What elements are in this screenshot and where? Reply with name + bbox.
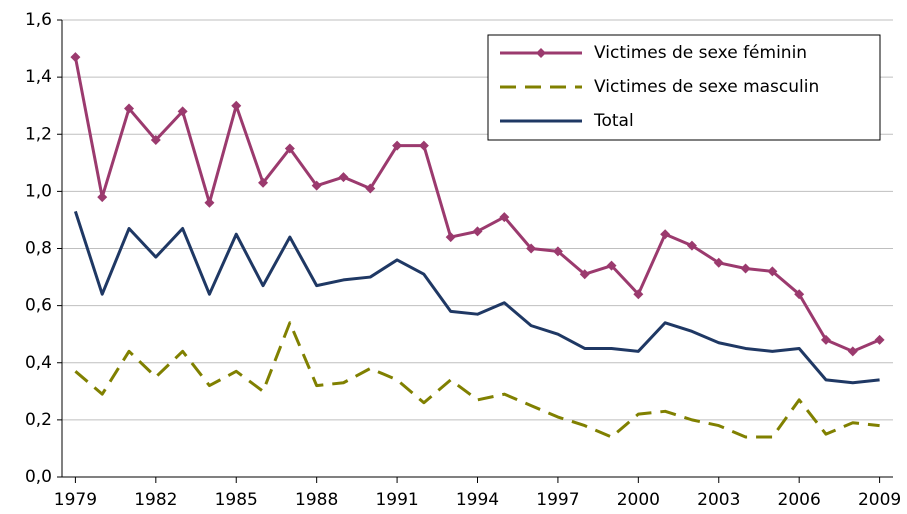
data-point [177,106,188,117]
data-point [820,334,831,345]
data-point [70,52,81,63]
data-point [204,197,215,208]
data-point [418,140,429,151]
x-tick-label: 1988 [295,490,338,510]
x-tick-label: 1979 [54,490,97,510]
x-tick-label: 2006 [778,490,821,510]
data-point [713,257,724,268]
data-point [284,143,295,154]
series-line [73,210,880,385]
x-tick-label: 2000 [617,490,660,510]
legend-marker [536,48,546,58]
data-point [97,192,108,203]
data-point [660,229,671,240]
x-tick-label: 1997 [536,490,579,510]
data-point [767,266,778,277]
data-point [231,100,242,111]
y-tick-label: 0,4 [25,353,52,373]
y-tick-label: 1,4 [25,67,52,87]
y-tick-label: 0,2 [25,410,52,430]
data-point [472,226,483,237]
data-point [686,240,697,251]
legend-label: Victimes de sexe masculin [594,77,819,97]
y-tick-label: 0,8 [25,239,52,259]
data-point [311,180,322,191]
y-tick-label: 0,6 [25,296,52,316]
data-point [499,212,510,223]
x-tick-label: 1994 [456,490,499,510]
x-tick-label: 2009 [858,490,901,510]
data-point [579,269,590,280]
x-tick-label: 1985 [215,490,258,510]
data-point [874,334,885,345]
data-point [740,263,751,274]
legend-label: Victimes de sexe féminin [594,43,807,63]
x-tick-label: 2003 [697,490,740,510]
data-point [338,172,349,183]
data-point [445,232,456,243]
data-point [124,103,135,114]
y-tick-label: 1,0 [25,181,52,201]
data-point [606,260,617,271]
data-point [526,243,537,254]
data-point [258,177,269,188]
legend-label: Total [593,111,634,131]
y-tick-label: 1,6 [25,10,52,30]
data-point [794,289,805,300]
series-line [74,321,880,439]
y-tick-label: 1,2 [25,124,52,144]
x-tick-label: 1991 [375,490,418,510]
data-point [633,289,644,300]
y-tick-label: 0,0 [25,467,52,487]
data-point [150,134,161,145]
data-point [365,183,376,194]
x-tick-label: 1982 [134,490,177,510]
data-point [392,140,403,151]
data-point [552,246,563,257]
data-point [847,346,858,357]
